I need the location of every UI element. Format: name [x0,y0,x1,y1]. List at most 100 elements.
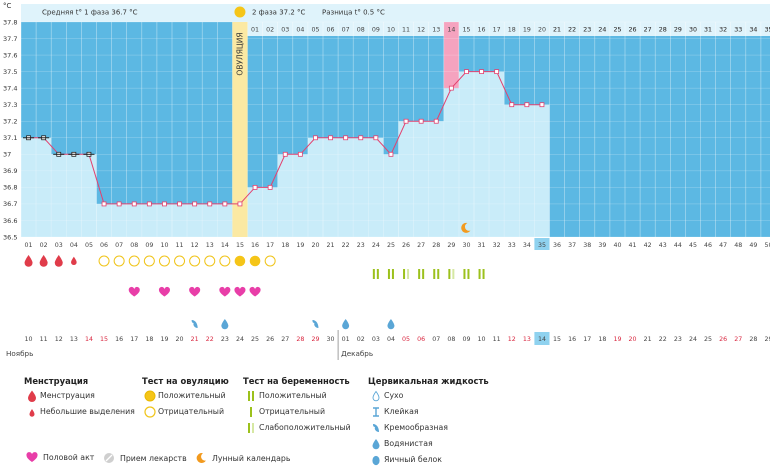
cycle-day-label: 06 [100,242,108,249]
phase2-day-label: 21 [553,27,561,34]
y-tick-label: 37.1 [3,134,17,142]
calendar-date-label: 14 [85,336,93,343]
cycle-day-label: 01 [25,242,33,249]
ovulation-test-negative-icon [175,256,185,266]
cycle-day-label: 43 [659,242,667,249]
phase2-day-label: 31 [704,27,712,34]
y-tick-label: 36.9 [3,167,17,175]
legend-item: Менструация [24,388,135,404]
cycle-day-label: 30 [462,242,470,249]
temperature-point [404,119,408,123]
ovulation-test-negative-icon [159,256,169,266]
cycle-day-label: 38 [583,242,591,249]
temperature-point [298,152,302,156]
temperature-point [374,136,378,140]
legend-item: Положительный [243,388,351,404]
legend-item: Небольшие выделения [24,404,135,420]
pregnancy-test-positive-icon [463,269,465,279]
moon-icon [193,452,209,464]
ovulation-test-negative-icon [114,256,124,266]
unit-label: °C [3,2,12,10]
pill-icon [101,452,117,464]
temperature-column [81,154,96,237]
calendar-date-label: 14 [538,336,546,343]
phase2-average: 2 фаза 37.2 °C [252,9,306,17]
plot-area-future [550,22,770,237]
phase2-day-label: 33 [734,27,742,34]
positive-circle-icon [142,390,158,402]
phase2-day-label: 17 [493,27,501,34]
phase2-day-label: 23 [583,27,591,34]
calendar-date-label: 04 [387,336,395,343]
legend-item: Положительный [142,388,229,404]
temperature-point [147,202,151,206]
pregnancy-test-positive-icon [392,269,394,279]
temperature-point [313,136,317,140]
temperature-difference: Разница t° 0.5 °C [322,9,385,17]
phase2-day-label: 07 [342,27,350,34]
calendar-date-label: 15 [100,336,108,343]
calendar-date-label: 17 [583,336,591,343]
calendar-date-label: 13 [523,336,531,343]
phase2-day-label: 28 [659,27,667,34]
phase2-day-label: 22 [568,27,576,34]
temperature-point [253,185,257,189]
cycle-day-label: 08 [130,242,138,249]
calendar-date-label: 12 [55,336,63,343]
calendar-date-label: 02 [357,336,365,343]
cycle-day-label: 49 [749,242,757,249]
temperature-point [495,70,499,74]
heart-icon [24,452,40,463]
legend-sex: Половой акт [24,452,94,463]
negative-circle-icon [142,406,158,418]
temperature-point [193,202,197,206]
temperature-column [399,121,414,237]
creamy-icon [368,422,384,434]
pregnancy-test-positive-icon [377,269,379,279]
spotting-icon [71,257,77,265]
cycle-day-label: 34 [523,242,531,249]
calendar-date-label: 28 [296,336,304,343]
legend-ovulation-test: Тест на овуляцию Положительный Отрицател… [142,374,229,420]
legend-item: Отрицательный [142,404,229,420]
cycle-day-label: 23 [357,242,365,249]
cycle-day-label: 47 [719,242,727,249]
ovulation-test-negative-icon [205,256,215,266]
phase2-day-label: 19 [523,27,531,34]
legend-item: Яичный белок [368,452,489,468]
phase2-day-label: 35 [764,27,770,34]
phase2-day-label: 06 [327,27,335,34]
dry-drop-icon [368,390,384,402]
y-tick-label: 37.4 [3,84,17,92]
phase2-day-label: 29 [674,27,682,34]
sex-heart-icon [129,287,140,297]
calendar-date-label: 21 [191,336,199,343]
phase2-day-label: 09 [372,27,380,34]
cycle-day-label: 19 [296,242,304,249]
calendar-date-label: 06 [417,336,425,343]
phase2-day-label: 03 [281,27,289,34]
ovulation-test-negative-icon [220,256,230,266]
cycle-day-label: 27 [417,242,425,249]
calendar-date-label: 30 [327,336,335,343]
cycle-day-label: 31 [478,242,486,249]
y-tick-label: 36.5 [3,233,17,241]
temperature-point [102,202,106,206]
pregnancy-test-positive-icon [433,269,435,279]
temperature-point [223,202,227,206]
cycle-day-label: 17 [266,242,274,249]
calendar-date-label: 17 [130,336,138,343]
weak-bar-icon [243,422,259,434]
legend-item: Водянистая [368,436,489,452]
calendar-date-label: 23 [221,336,229,343]
phase2-day-label: 16 [478,27,486,34]
legend-menstruation: Менструация Менструация Небольшие выделе… [24,374,135,420]
cycle-day-label: 24 [372,242,380,249]
cycle-day-label: 26 [402,242,410,249]
temperature-point [480,70,484,74]
temperature-column [263,187,278,237]
calendar-date-label: 11 [493,336,501,343]
cycle-day-label: 39 [598,242,606,249]
cycle-day-label: 35 [538,242,546,249]
